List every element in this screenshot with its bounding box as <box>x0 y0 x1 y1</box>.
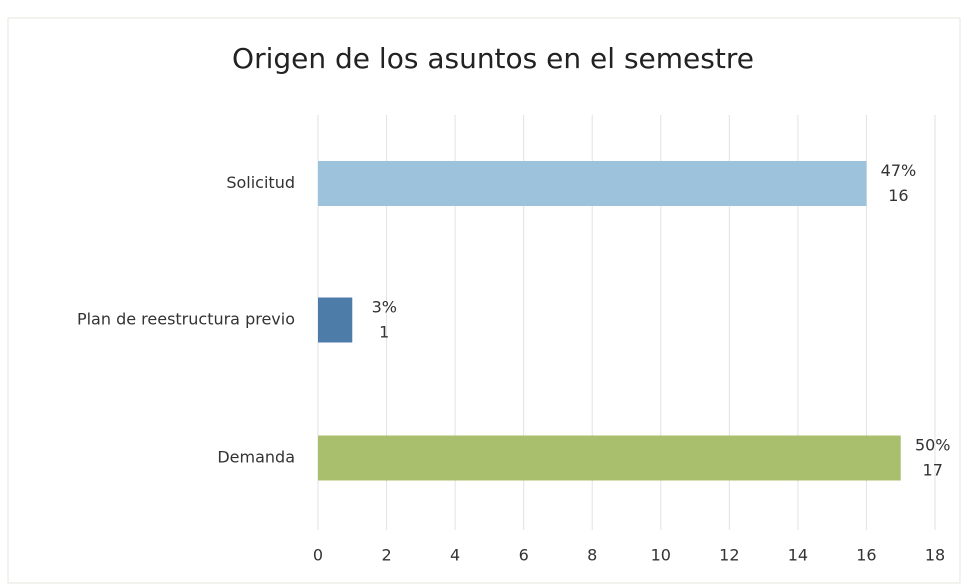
x-tick-label: 6 <box>519 546 529 565</box>
y-tick-label: Solicitud <box>226 173 295 192</box>
percent-label: 47% <box>881 161 917 180</box>
value-label: 16 <box>888 186 908 205</box>
x-tick-label: 14 <box>788 546 808 565</box>
chart-title: Origen de los asuntos en el semestre <box>232 42 754 75</box>
x-tick-label: 0 <box>313 546 323 565</box>
x-tick-label: 12 <box>719 546 739 565</box>
x-tick-label: 16 <box>856 546 876 565</box>
x-tick-label: 10 <box>651 546 671 565</box>
y-tick-label: Demanda <box>217 448 295 467</box>
y-tick-label: Plan de reestructura previo <box>77 310 295 329</box>
value-label: 17 <box>923 461 943 480</box>
bar <box>318 297 353 343</box>
x-tick-label: 2 <box>381 546 391 565</box>
x-tick-label: 18 <box>925 546 945 565</box>
x-tick-label: 4 <box>450 546 460 565</box>
value-label: 1 <box>379 323 389 342</box>
percent-label: 3% <box>372 298 397 317</box>
percent-label: 50% <box>915 436 951 455</box>
bar <box>318 435 901 481</box>
x-tick-label: 8 <box>587 546 597 565</box>
chart-border <box>7 17 961 584</box>
bar <box>318 161 867 206</box>
